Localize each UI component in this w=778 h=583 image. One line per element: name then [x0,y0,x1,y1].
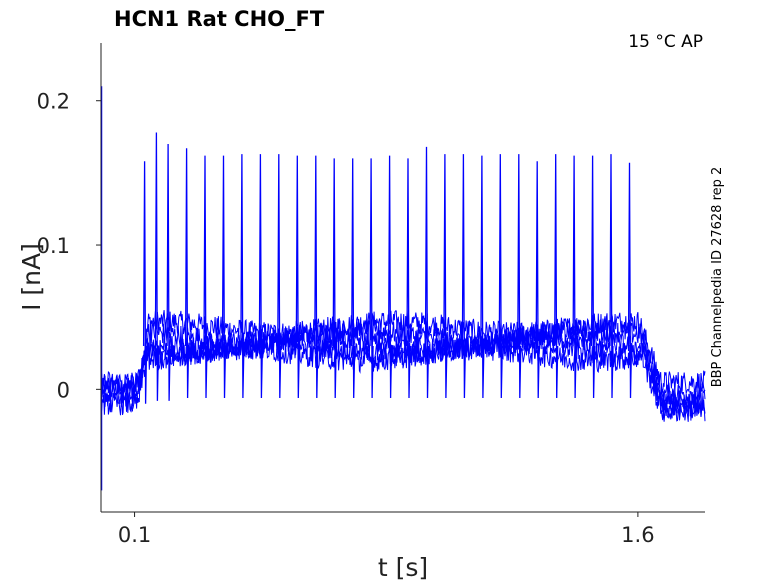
spike [627,162,633,399]
current-trace [100,317,706,410]
spike [609,154,614,399]
spike [517,154,522,399]
plot-traces [100,86,706,491]
spike [406,158,411,399]
x-ticks: 0.1 1.6 [118,512,655,547]
spike [203,155,208,399]
spike [369,158,374,399]
spike [154,132,160,401]
y-tick-label: 0.2 [37,90,70,114]
spike [240,154,245,399]
x-tick-label: 0.1 [118,523,151,547]
spike [258,154,264,399]
spike [480,155,485,399]
spike [572,155,577,399]
current-trace [100,325,706,413]
spike [424,146,430,399]
x-axis-label: t [s] [378,553,428,582]
y-ticks: 0 0.1 0.2 [37,90,101,402]
spike [221,155,227,399]
chart-title: HCN1 Rat CHO_FT [114,7,325,31]
spike [184,148,190,399]
spike [590,155,596,399]
spike [387,155,393,399]
spike [277,154,282,399]
current-trace [100,335,706,422]
spike [351,158,356,399]
spike [332,158,337,399]
y-tick-label: 0 [57,378,70,402]
current-trace [100,331,706,418]
spike [535,161,540,399]
condition-annotation: 15 °C AP [628,32,703,52]
spike [498,154,503,399]
spike [166,143,171,401]
spike [461,154,467,399]
y-tick-label: 0.1 [37,234,70,258]
spike [554,154,559,399]
spike [295,155,300,399]
spike [443,154,448,399]
y-axis-label: I [nA] [17,243,46,311]
spike [142,161,148,404]
channelpedia-id-label: BBP Channelpedia ID 27628 rep 2 [710,167,725,388]
x-tick-label: 1.6 [621,523,654,547]
spike [314,155,319,399]
